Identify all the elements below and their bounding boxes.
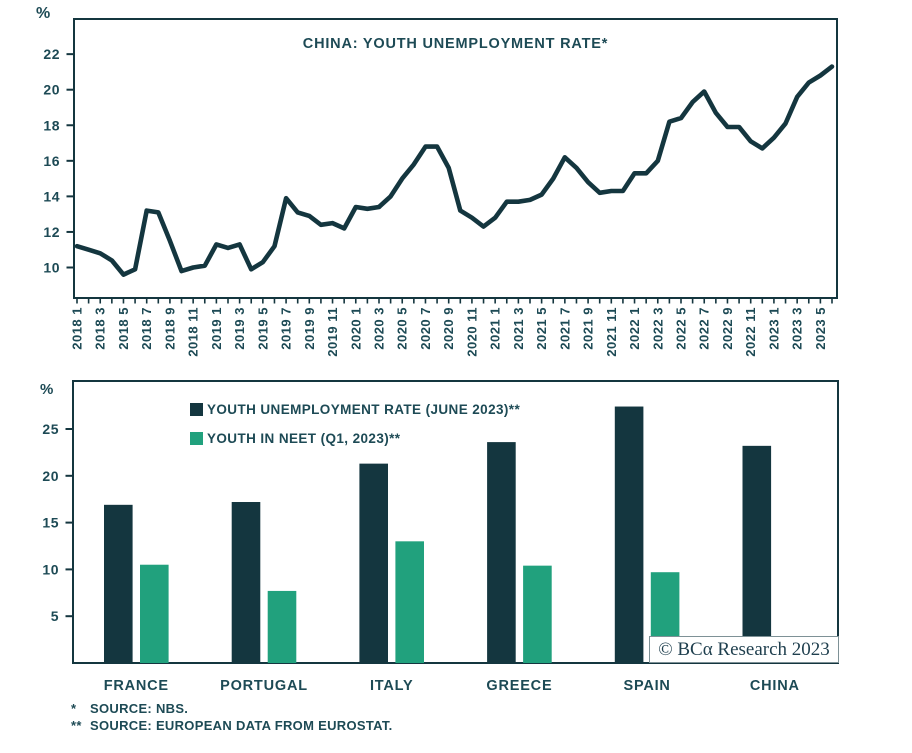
bottom-y-tick-label: 25 <box>42 421 59 437</box>
top-x-tick-label: 2023 5 <box>813 307 828 350</box>
top-x-tick-label: 2022 11 <box>743 307 758 357</box>
top-x-tick-label: 2021 5 <box>534 307 549 350</box>
category-label-spain: SPAIN <box>623 678 670 694</box>
bottom-y-tick-label: 20 <box>42 468 59 484</box>
bar-neet-portugal <box>267 590 297 663</box>
legend-swatch-navy-icon <box>190 402 203 416</box>
bar-neet-france <box>140 564 169 663</box>
legend-label-unemployment: YOUTH UNEMPLOYMENT RATE (JUNE 2023)** <box>207 401 521 417</box>
top-y-tick-label: 20 <box>43 82 60 98</box>
watermark-text: © BCα Research 2023 <box>658 638 830 660</box>
top-y-tick-label: 22 <box>43 46 60 62</box>
footnote-marker-1: * <box>71 701 77 716</box>
top-x-tick-label: 2020 9 <box>441 307 456 350</box>
top-x-tick-label: 2022 7 <box>697 307 712 350</box>
top-x-tick-label: 2018 5 <box>116 307 131 350</box>
top-y-tick-label: 10 <box>43 260 60 276</box>
top-x-tick-label: 2020 5 <box>395 307 410 350</box>
top-x-tick-label: 2018 11 <box>186 307 201 357</box>
legend-row-unemployment: YOUTH UNEMPLOYMENT RATE (JUNE 2023)** <box>190 401 520 417</box>
bar-unemployment-france <box>104 504 133 663</box>
bar-unemployment-china <box>742 445 772 663</box>
top-x-tick-label: 2022 3 <box>650 307 665 350</box>
top-y-tick-label: 18 <box>43 117 60 133</box>
legend-swatch-green-icon <box>190 431 203 445</box>
top-x-tick-label: 2018 9 <box>162 307 177 350</box>
bottom-y-tick-label: 15 <box>42 515 59 531</box>
top-x-tick-label: 2020 7 <box>418 307 433 350</box>
top-x-tick-label: 2018 3 <box>93 307 108 350</box>
bottom-y-tick-label: 5 <box>51 608 59 624</box>
top-x-tick-label: 2018 7 <box>139 307 154 350</box>
top-chart-frame <box>73 18 838 298</box>
bar-neet-greece <box>523 565 552 663</box>
top-x-tick-label: 2019 1 <box>209 307 224 350</box>
bottom-y-tick-label: 10 <box>42 561 59 577</box>
top-x-tick-label: 2020 11 <box>464 307 479 357</box>
category-label-greece: GREECE <box>486 678 552 694</box>
top-x-tick-label: 2021 9 <box>581 307 596 350</box>
top-x-tick-label: 2020 3 <box>372 307 387 350</box>
footnote-text-2: SOURCE: EUROPEAN DATA FROM EUROSTAT. <box>90 718 393 733</box>
top-x-tick-label: 2019 3 <box>232 307 247 350</box>
top-x-tick-label: 2021 7 <box>557 307 572 350</box>
top-x-tick-label: 2019 9 <box>302 307 317 350</box>
top-x-tick-label: 2022 1 <box>627 307 642 350</box>
top-x-tick-label: 2021 1 <box>488 307 503 350</box>
top-x-tick-label: 2021 11 <box>604 307 619 357</box>
legend-row-neet: YOUTH IN NEET (Q1, 2023)** <box>190 430 520 446</box>
legend-label-neet: YOUTH IN NEET (Q1, 2023)** <box>207 430 401 446</box>
top-chart-title: CHINA: YOUTH UNEMPLOYMENT RATE* <box>302 36 609 52</box>
top-chart-y-axis-unit: % <box>36 5 51 22</box>
top-x-tick-label: 2019 7 <box>279 307 294 350</box>
legend: YOUTH UNEMPLOYMENT RATE (JUNE 2023)** YO… <box>190 401 520 459</box>
bar-unemployment-italy <box>359 463 388 663</box>
bar-unemployment-portugal <box>231 502 261 663</box>
footnote-source-nbs: * SOURCE: NBS. <box>71 700 393 717</box>
top-x-tick-label: 2019 5 <box>255 307 270 350</box>
top-x-tick-label: 2022 5 <box>674 307 689 350</box>
bar-unemployment-greece <box>487 442 516 663</box>
category-label-china: CHINA <box>750 678 800 694</box>
category-label-portugal: PORTUGAL <box>220 678 308 694</box>
footnotes: * SOURCE: NBS. ** SOURCE: EUROPEAN DATA … <box>71 700 393 734</box>
top-x-tick-label: 2023 3 <box>790 307 805 350</box>
bar-unemployment-spain <box>614 406 644 663</box>
top-x-tick-label: 2022 9 <box>720 307 735 350</box>
category-label-france: FRANCE <box>104 678 169 694</box>
footnote-text-1: SOURCE: NBS. <box>90 701 189 716</box>
top-x-tick-label: 2021 3 <box>511 307 526 350</box>
top-x-tick-label: 2018 1 <box>70 307 85 350</box>
china-youth-unemployment-line <box>74 64 835 277</box>
bar-neet-italy <box>395 541 424 663</box>
bottom-chart-y-axis-unit: % <box>40 381 54 398</box>
top-y-tick-label: 12 <box>43 224 60 240</box>
top-x-tick-label: 2023 1 <box>766 307 781 350</box>
category-label-italy: ITALY <box>370 678 413 694</box>
top-x-tick-label: 2020 1 <box>348 307 363 350</box>
top-x-tick-label: 2019 11 <box>325 307 340 357</box>
top-y-tick-label: 16 <box>43 153 60 169</box>
footnote-marker-2: ** <box>71 718 82 733</box>
footnote-source-eurostat: ** SOURCE: EUROPEAN DATA FROM EUROSTAT. <box>71 717 393 734</box>
watermark-box: © BCα Research 2023 <box>649 636 839 663</box>
top-y-tick-label: 14 <box>43 188 60 204</box>
